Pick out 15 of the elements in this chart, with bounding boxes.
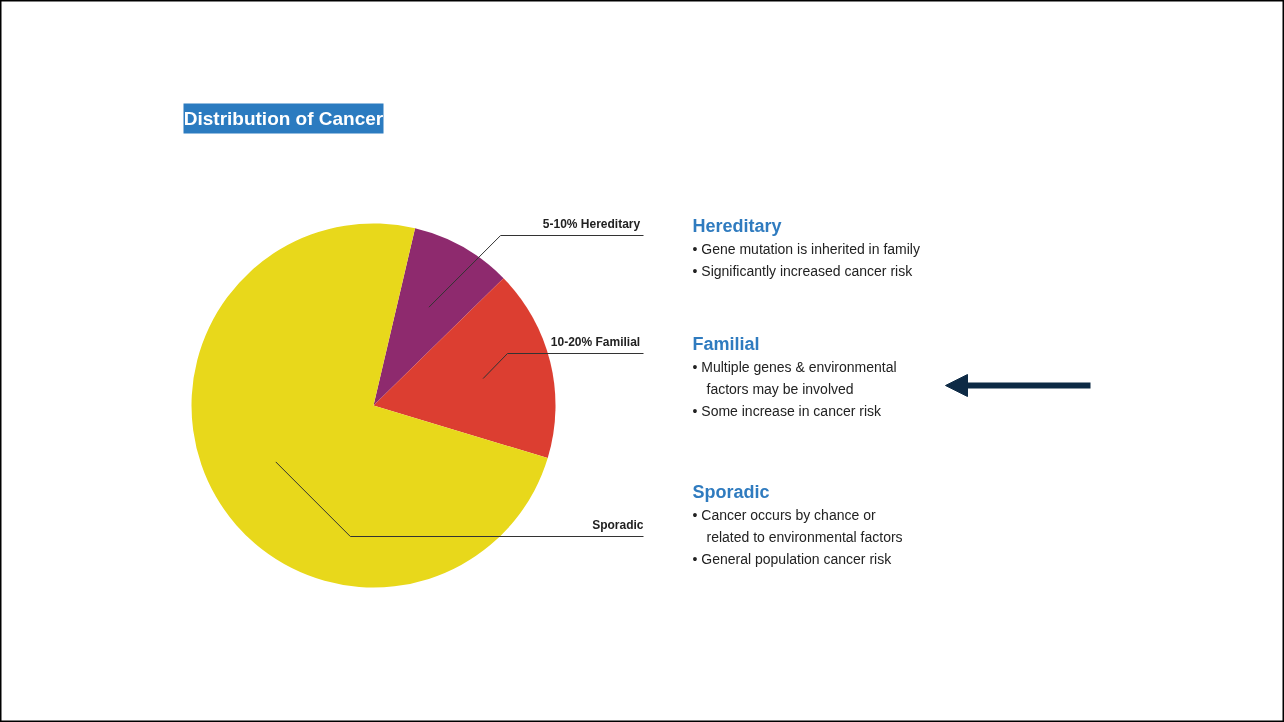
text: • Significantly increased cancer risk [692,262,914,279]
text: • Cancer occurs by chance or [692,506,876,523]
text: Hereditary [692,215,782,236]
text: • Gene mutation is inherited in family [692,240,920,257]
slice-label: 5-10% Hereditary [542,216,641,231]
slice-label: Sporadic [592,517,644,532]
chart-title: Distribution of Cancer [183,108,384,129]
text: • General population cancer risk [692,550,893,567]
text: factors may be involved [706,380,854,397]
text: • Multiple genes & environmental [692,358,897,375]
text: Familial [692,333,760,354]
slice-label: 10-20% Familial [550,334,641,349]
text: • Some increase in cancer risk [692,402,883,419]
text: related to environmental factors [706,528,903,545]
text: Sporadic [692,481,770,502]
